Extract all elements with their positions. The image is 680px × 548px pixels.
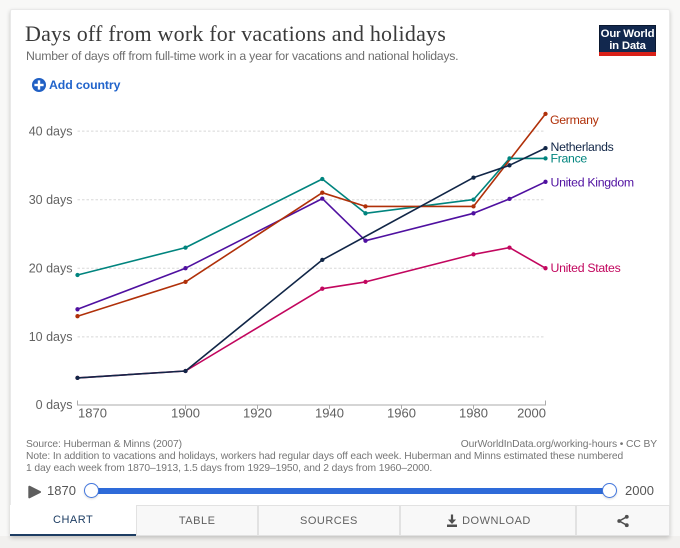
svg-text:Germany: Germany	[550, 113, 600, 127]
svg-text:1920: 1920	[243, 406, 272, 421]
svg-text:France: France	[551, 151, 588, 165]
svg-text:30 days: 30 days	[29, 193, 73, 207]
svg-text:10 days: 10 days	[29, 330, 73, 344]
svg-text:0 days: 0 days	[36, 398, 73, 412]
svg-text:1980: 1980	[459, 406, 488, 421]
svg-text:1900: 1900	[171, 406, 200, 421]
svg-text:1940: 1940	[315, 406, 344, 421]
svg-text:United Kingdom: United Kingdom	[551, 176, 634, 190]
svg-text:Netherlands: Netherlands	[551, 140, 614, 154]
svg-text:1870: 1870	[78, 406, 107, 421]
svg-text:20 days: 20 days	[29, 262, 73, 276]
svg-text:1960: 1960	[387, 406, 416, 421]
svg-text:2000: 2000	[517, 406, 546, 421]
svg-text:United States: United States	[551, 261, 621, 275]
svg-text:40 days: 40 days	[29, 124, 73, 138]
